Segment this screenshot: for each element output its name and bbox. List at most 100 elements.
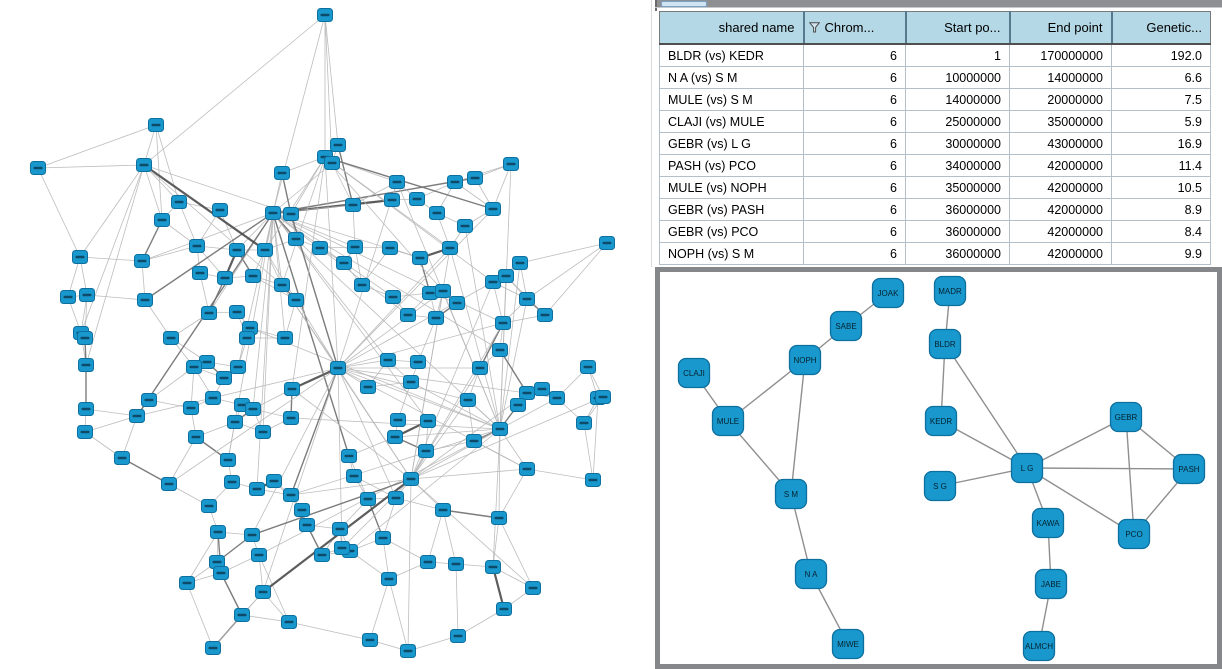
network-node[interactable] — [265, 206, 281, 220]
network-node[interactable] — [382, 241, 398, 255]
network-node[interactable] — [495, 316, 511, 330]
network-node[interactable] — [457, 219, 473, 233]
network-node[interactable] — [519, 386, 535, 400]
network-node[interactable]: S G — [923, 470, 957, 502]
network-node[interactable] — [201, 499, 217, 513]
network-node[interactable]: NOPH — [788, 344, 822, 376]
scrollbar-thumb[interactable] — [661, 1, 707, 7]
network-node[interactable] — [229, 243, 245, 257]
network-node[interactable] — [534, 382, 550, 396]
network-node[interactable] — [227, 415, 243, 429]
network-node[interactable] — [347, 240, 363, 254]
network-node[interactable] — [450, 629, 466, 643]
network-node[interactable] — [249, 482, 265, 496]
network-node[interactable] — [72, 250, 88, 264]
network-node[interactable] — [136, 158, 152, 172]
table-row[interactable]: MULE (vs) NOPH 6 35000000 42000000 10.5 — [659, 176, 1211, 199]
network-node[interactable] — [257, 243, 273, 257]
network-node[interactable] — [496, 602, 512, 616]
network-node[interactable] — [503, 157, 519, 171]
network-node[interactable] — [400, 308, 416, 322]
table-row[interactable]: BLDR (vs) KEDR 6 1 170000000 192.0 — [659, 43, 1211, 67]
network-node[interactable] — [360, 380, 376, 394]
network-node[interactable] — [346, 469, 362, 483]
network-node[interactable] — [217, 271, 233, 285]
network-node[interactable] — [78, 402, 94, 416]
network-node[interactable] — [510, 398, 526, 412]
network-node[interactable] — [472, 361, 488, 375]
network-node[interactable] — [599, 236, 615, 250]
column-header-genetic[interactable]: Genetic... — [1110, 11, 1211, 45]
table-row[interactable]: GEBR (vs) PCO 6 36000000 42000000 8.4 — [659, 220, 1211, 243]
network-node[interactable] — [283, 411, 299, 425]
network-node[interactable] — [354, 278, 370, 292]
column-header-start-point[interactable]: Start po... — [904, 11, 1010, 45]
network-node[interactable] — [78, 358, 94, 372]
network-node[interactable] — [420, 414, 436, 428]
network-node[interactable]: CLAJI — [677, 357, 711, 389]
network-node[interactable] — [163, 331, 179, 345]
network-node[interactable] — [220, 453, 236, 467]
network-node[interactable] — [234, 608, 250, 622]
network-node[interactable] — [205, 641, 221, 655]
network-node[interactable] — [334, 541, 350, 555]
network-node[interactable] — [239, 331, 255, 345]
network-node[interactable] — [324, 156, 340, 170]
network-node[interactable] — [400, 644, 416, 658]
column-header-chromosome[interactable]: Chrom... — [802, 11, 906, 45]
network-node[interactable]: S M — [774, 478, 808, 510]
network-node[interactable]: BLDR — [928, 328, 962, 360]
network-node[interactable] — [467, 171, 483, 185]
network-node[interactable] — [385, 290, 401, 304]
network-node[interactable] — [549, 391, 565, 405]
network-node[interactable] — [330, 138, 346, 152]
network-node[interactable] — [519, 462, 535, 476]
network-node[interactable] — [210, 525, 226, 539]
network-node[interactable] — [460, 393, 476, 407]
network-node[interactable] — [299, 518, 315, 532]
network-node[interactable] — [79, 288, 95, 302]
table-row[interactable]: MULE (vs) S M 6 14000000 20000000 7.5 — [659, 88, 1211, 111]
column-header-shared-name[interactable]: shared name — [659, 11, 804, 45]
network-node[interactable] — [148, 118, 164, 132]
network-node[interactable]: PASH — [1172, 453, 1206, 485]
network-node[interactable] — [134, 254, 150, 268]
network-node[interactable] — [179, 576, 195, 590]
network-node[interactable] — [492, 343, 508, 357]
network-node[interactable] — [213, 566, 229, 580]
network-node[interactable] — [585, 473, 601, 487]
network-node[interactable] — [449, 296, 465, 310]
network-node[interactable]: JOAK — [871, 277, 905, 309]
filter-icon[interactable] — [808, 21, 820, 36]
network-node[interactable] — [189, 239, 205, 253]
network-node[interactable] — [283, 207, 299, 221]
network-node[interactable] — [332, 522, 348, 536]
network-node[interactable] — [161, 477, 177, 491]
network-node[interactable] — [410, 355, 426, 369]
network-node[interactable] — [314, 548, 330, 562]
network-node[interactable] — [362, 633, 378, 647]
network-node[interactable] — [525, 581, 541, 595]
table-row[interactable]: CLAJI (vs) MULE 6 25000000 35000000 5.9 — [659, 110, 1211, 133]
network-node[interactable] — [230, 360, 246, 374]
network-node[interactable] — [422, 286, 438, 300]
network-node[interactable] — [380, 353, 396, 367]
network-node[interactable] — [30, 161, 46, 175]
network-node[interactable]: SABE — [829, 310, 863, 342]
network-node[interactable] — [114, 451, 130, 465]
column-header-end-point[interactable]: End point — [1008, 11, 1112, 45]
network-node[interactable] — [245, 269, 261, 283]
network-node[interactable] — [442, 241, 458, 255]
network-node[interactable]: MIWE — [831, 628, 865, 660]
network-node[interactable] — [183, 401, 199, 415]
overview-network-panel[interactable] — [0, 0, 655, 669]
network-node[interactable] — [580, 360, 596, 374]
network-node[interactable] — [141, 393, 157, 407]
network-node[interactable] — [447, 175, 463, 189]
network-node[interactable] — [389, 175, 405, 189]
network-node[interactable] — [341, 449, 357, 463]
network-node[interactable] — [255, 425, 271, 439]
network-node[interactable] — [255, 585, 271, 599]
network-node[interactable] — [384, 193, 400, 207]
table-row[interactable]: GEBR (vs) PASH 6 36000000 42000000 8.9 — [659, 198, 1211, 221]
